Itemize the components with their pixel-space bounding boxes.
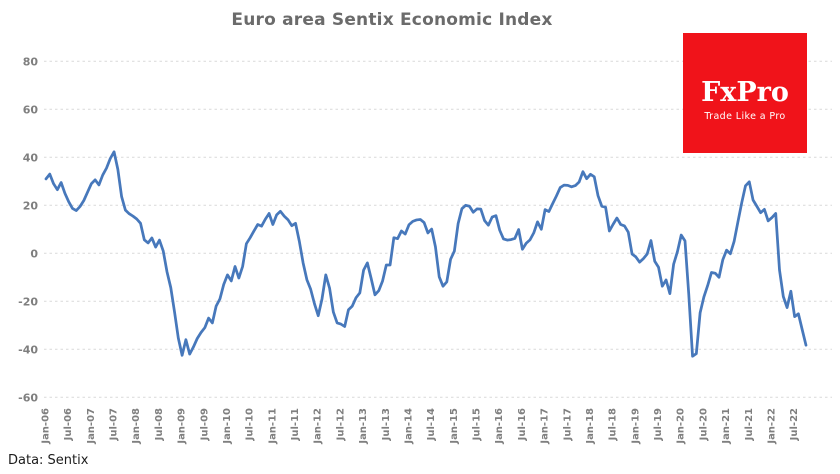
x-tick-label: Jul-08	[154, 408, 165, 441]
index-line	[44, 150, 808, 358]
x-tick-label: Jul-20	[698, 408, 709, 441]
chart-title: Euro area Sentix Economic Index	[231, 10, 553, 30]
x-tick-label: Jul-13	[381, 408, 392, 441]
y-tick-label: 80	[23, 55, 39, 68]
x-tick-label: Jan-15	[449, 408, 460, 445]
x-tick-label: Jan-12	[313, 408, 324, 445]
x-tick-label: Jan-17	[540, 408, 551, 445]
x-tick-label: Jan-07	[86, 408, 97, 445]
x-tick-label: Jul-15	[472, 408, 483, 441]
y-tick-label: 60	[23, 103, 39, 116]
x-tick-label: Jan-19	[630, 408, 641, 445]
y-tick-label: 0	[30, 247, 38, 260]
x-tick-label: Jul-12	[335, 408, 346, 441]
x-tick-label: Jul-21	[744, 408, 755, 441]
x-tick-label: Jan-18	[585, 408, 596, 445]
x-tick-label: Jul-14	[426, 408, 437, 441]
x-tick-label: Jul-16	[517, 408, 528, 441]
x-tick-label: Jan-11	[267, 408, 278, 445]
x-tick-label: Jul-11	[290, 408, 301, 441]
x-tick-label: Jul-07	[109, 408, 120, 441]
fxpro-tagline: Trade Like a Pro	[704, 110, 786, 122]
x-tick-label: Jul-22	[789, 408, 800, 441]
x-tick-label: Jan-22	[766, 408, 777, 445]
y-tick-label: -60	[18, 391, 38, 404]
y-tick-label: -20	[18, 295, 38, 308]
x-tick-label: Jan-21	[721, 408, 732, 445]
x-axis-labels: Jan-06 Jul-06 Jan-07 Jul-07 Jan-08 Jul-08 Jan-…	[41, 408, 801, 445]
x-tick-label: Jan-13	[358, 408, 369, 445]
y-tick-label: 40	[23, 151, 39, 164]
fxpro-wordmark: FxPro	[701, 76, 789, 108]
y-axis-labels: 80 60 40 20 0 -20 -40 -60	[18, 55, 38, 404]
x-tick-label: Jul-09	[199, 408, 210, 441]
x-tick-label: Jan-10	[222, 408, 233, 445]
x-tick-label: Jan-16	[494, 408, 505, 445]
x-tick-label: Jan-06	[41, 408, 52, 445]
x-tick-label: Jul-18	[608, 408, 619, 441]
x-tick-label: Jan-08	[131, 408, 142, 445]
x-tick-label: Jan-20	[676, 408, 687, 445]
source-note: Data: Sentix	[8, 453, 89, 468]
fxpro-logo: FxPro Trade Like a Pro	[683, 33, 807, 153]
x-tick-label: Jul-06	[63, 408, 74, 441]
x-tick-label: Jan-09	[177, 408, 188, 445]
x-tick-label: Jul-19	[653, 408, 664, 441]
x-tick-label: Jul-17	[562, 408, 573, 441]
y-tick-label: 20	[23, 199, 39, 212]
x-tick-label: Jan-14	[403, 408, 414, 445]
x-tick-label: Jul-10	[245, 408, 256, 441]
y-tick-label: -40	[18, 343, 38, 356]
